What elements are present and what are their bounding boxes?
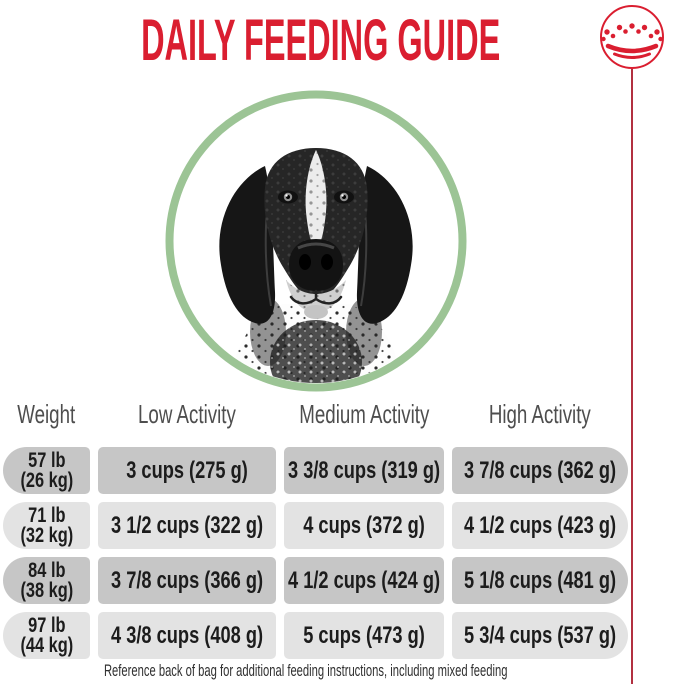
- green-ring: [165, 90, 467, 392]
- high-activity-cell: 5 3/4 cups (537 g): [452, 612, 628, 659]
- weight-lb: 57 lb: [27, 448, 66, 472]
- footer-note-wrap: Reference back of bag for additional fee…: [0, 661, 566, 681]
- medium-activity-cell: 3 3/8 cups (319 g): [284, 447, 444, 494]
- weight-kg: (44 kg): [20, 633, 73, 657]
- weight-cell: 97 lb (44 kg): [3, 612, 90, 659]
- weight-lb: 84 lb: [27, 558, 66, 582]
- column-header-high-activity: High Activity: [489, 398, 591, 429]
- low-activity-cell: 3 1/2 cups (322 g): [98, 502, 276, 549]
- low-activity-cell: 3 7/8 cups (366 g): [98, 557, 276, 604]
- low-activity-cell: 4 3/8 cups (408 g): [98, 612, 276, 659]
- weight-cell: 84 lb (38 kg): [3, 557, 90, 604]
- table-header-row: Weight Low Activity Medium Activity High…: [3, 397, 628, 431]
- column-header-low-activity: Low Activity: [138, 398, 236, 429]
- feeding-table: 57 lb (26 kg) 3 cups (275 g) 3 3/8 cups (…: [3, 447, 628, 659]
- weight-lb: 97 lb: [27, 613, 66, 637]
- low-activity-cell: 3 cups (275 g): [98, 447, 276, 494]
- column-header-weight: Weight: [17, 398, 76, 429]
- weight-kg: (26 kg): [20, 468, 73, 492]
- page-title: DAILY FEEDING GUIDE: [141, 8, 501, 73]
- column-header-medium-activity: Medium Activity: [298, 398, 430, 429]
- weight-lb: 71 lb: [27, 503, 66, 527]
- weight-cell: 57 lb (26 kg): [3, 447, 90, 494]
- medium-activity-cell: 4 cups (372 g): [284, 502, 444, 549]
- page-title-wrap: DAILY FEEDING GUIDE: [0, 10, 592, 72]
- medium-activity-cell: 5 cups (473 g): [284, 612, 444, 659]
- footer-note: Reference back of bag for additional fee…: [103, 661, 508, 680]
- weight-kg: (38 kg): [20, 578, 73, 602]
- weight-kg: (32 kg): [20, 523, 73, 547]
- weight-cell: 71 lb (32 kg): [3, 502, 90, 549]
- high-activity-cell: 3 7/8 cups (362 g): [452, 447, 628, 494]
- high-activity-cell: 5 1/8 cups (481 g): [452, 557, 628, 604]
- medium-activity-cell: 4 1/2 cups (424 g): [284, 557, 444, 604]
- high-activity-cell: 4 1/2 cups (423 g): [452, 502, 628, 549]
- dog-portrait-image: [165, 90, 467, 392]
- brand-divider-line: [631, 69, 633, 684]
- royal-canin-crown-icon: [600, 5, 664, 69]
